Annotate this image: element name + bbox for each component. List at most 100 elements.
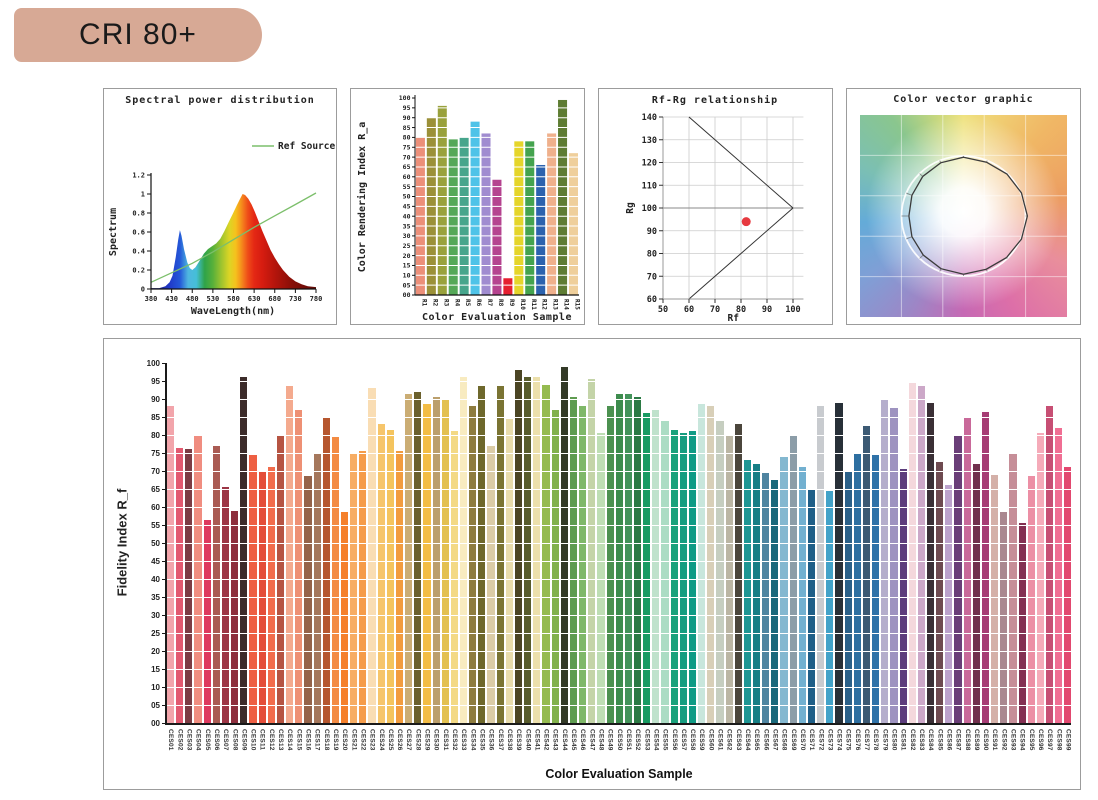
rfrg-y-tick: 130: [642, 136, 657, 146]
fidelity-bar-CES55: [661, 420, 669, 723]
fidelity-bar-CES19: [331, 436, 339, 723]
fidelity-bar-CES67: [771, 480, 779, 723]
fidelity-bar-CES05: [203, 519, 211, 723]
spectral-y-tick: 0: [141, 286, 145, 294]
fidelity-x-tick: CES69: [789, 729, 797, 751]
fidelity-x-tick: CES51: [624, 729, 632, 751]
fidelity-bar-CES61: [716, 420, 724, 723]
fidelity-y-tick-mark: [162, 525, 167, 526]
spectral-x-tick: 580: [227, 295, 240, 303]
fidelity-x-tick: CES21: [350, 729, 358, 751]
spectral-y-axis-label: Spectrum: [108, 208, 119, 256]
fidelity-x-tick: CES63: [734, 729, 742, 751]
cri-bar-R8: [492, 179, 502, 295]
fidelity-x-tick: CES28: [414, 729, 422, 751]
fidelity-bar-CES86: [945, 485, 953, 723]
fidelity-bar-CES52: [633, 397, 642, 723]
cri-y-tick: 40: [403, 212, 411, 220]
fidelity-bar-CES45: [569, 397, 578, 723]
fidelity-x-tick: CES20: [341, 729, 349, 751]
fidelity-bar-CES82: [908, 382, 916, 723]
rfrg-x-tick: 50: [658, 305, 668, 315]
fidelity-x-tick: CES84: [927, 729, 935, 751]
fidelity-bar-CES04: [194, 435, 202, 723]
rfrg-x-tick: 70: [710, 305, 720, 315]
cri-x-tick: R1: [421, 299, 428, 307]
fidelity-x-tick: CES12: [267, 729, 275, 751]
fidelity-x-tick: CES45: [570, 729, 578, 751]
fidelity-x-tick: CES88: [963, 729, 971, 751]
fidelity-y-tick: 50: [151, 539, 160, 548]
fidelity-x-tick: CES09: [240, 729, 248, 751]
fidelity-y-tick: 45: [151, 557, 160, 566]
spectral-y-tick: 0.8: [132, 210, 145, 218]
cri-x-tick: R12: [541, 299, 548, 310]
fidelity-bar-CES31: [441, 399, 449, 723]
hue-shift-arrow: [939, 268, 942, 272]
fidelity-x-tick: CES40: [524, 729, 532, 751]
fidelity-plot-area: [167, 363, 1072, 723]
fidelity-x-tick: CES78: [872, 729, 880, 751]
fidelity-bar-CES96: [1036, 433, 1044, 723]
fidelity-x-tick: CES79: [881, 729, 889, 751]
rfrg-x-tick: 90: [762, 305, 772, 315]
fidelity-bar-CES91: [991, 474, 999, 723]
cri-y-tick: 45: [403, 203, 411, 211]
fidelity-y-tick: 80: [151, 431, 160, 440]
fidelity-y-tick-mark: [162, 597, 167, 598]
cri-x-tick: R10: [519, 299, 526, 310]
fidelity-bar-CES50: [615, 393, 623, 723]
fidelity-x-tick: CES61: [716, 729, 724, 751]
fidelity-x-tick: CES96: [1037, 729, 1044, 751]
ref-source-line: [150, 192, 317, 283]
fidelity-bar-CES81: [899, 469, 907, 723]
fidelity-bar-CES01: [167, 406, 175, 723]
fidelity-x-tick: CES83: [917, 729, 925, 751]
fidelity-x-tick: CES99: [1064, 729, 1072, 751]
fidelity-bar-CES38: [505, 418, 513, 723]
fidelity-y-tick-mark: [162, 633, 167, 634]
fidelity-y-tick-mark: [162, 507, 167, 508]
fidelity-x-tick: CES62: [725, 729, 733, 751]
fidelity-x-tick: CES82: [908, 729, 916, 751]
cri-x-tick: R13: [552, 299, 559, 310]
fidelity-x-tick: CES87: [954, 729, 962, 751]
spectral-y-tick: 1: [141, 191, 145, 199]
hue-shift-arrow: [939, 160, 942, 163]
rfrg-y-tick: 110: [642, 181, 657, 191]
fidelity-bar-CES57: [679, 433, 687, 723]
fidelity-y-tick-mark: [162, 453, 167, 454]
fidelity-bar-CES10: [249, 454, 257, 723]
fidelity-bar-CES39: [514, 370, 523, 723]
fidelity-x-tick: CES19: [331, 729, 339, 751]
fidelity-bar-CES65: [753, 463, 761, 723]
cri-x-tick: R4: [453, 299, 460, 307]
fidelity-x-tick: CES68: [780, 729, 788, 751]
fidelity-bar-CES16: [304, 476, 312, 723]
fidelity-bar-CES36: [487, 445, 495, 723]
rfrg-y-axis-label: Rg: [625, 202, 636, 214]
fidelity-x-tick: CES52: [634, 729, 642, 751]
fidelity-y-tick-mark: [162, 723, 167, 724]
fidelity-x-tick: CES03: [185, 729, 193, 751]
fidelity-x-tick: CES01: [167, 729, 175, 751]
fidelity-x-tick: CES39: [515, 729, 523, 751]
rfrg-data-point: [741, 217, 751, 227]
fidelity-y-tick-mark: [162, 363, 167, 364]
fidelity-x-tick: CES75: [844, 729, 852, 751]
vector-graphic-title: Color vector graphic: [893, 94, 1034, 105]
cri-x-tick: R2: [431, 299, 438, 307]
fidelity-x-tick: CES36: [487, 729, 495, 751]
fidelity-y-tick-mark: [162, 543, 167, 544]
cri-y-tick: 60: [403, 173, 411, 181]
fidelity-bar-CES46: [579, 406, 587, 723]
fidelity-x-tick: CES81: [899, 729, 907, 751]
fidelity-y-tick: 90: [151, 395, 160, 404]
fidelity-bar-CES60: [707, 406, 715, 723]
fidelity-x-tick: CES33: [460, 729, 468, 751]
fidelity-bar-CES37: [496, 386, 504, 723]
fidelity-bar-CES89: [972, 463, 980, 723]
fidelity-bar-CES87: [954, 435, 962, 723]
fidelity-x-tick: CES10: [249, 729, 257, 751]
